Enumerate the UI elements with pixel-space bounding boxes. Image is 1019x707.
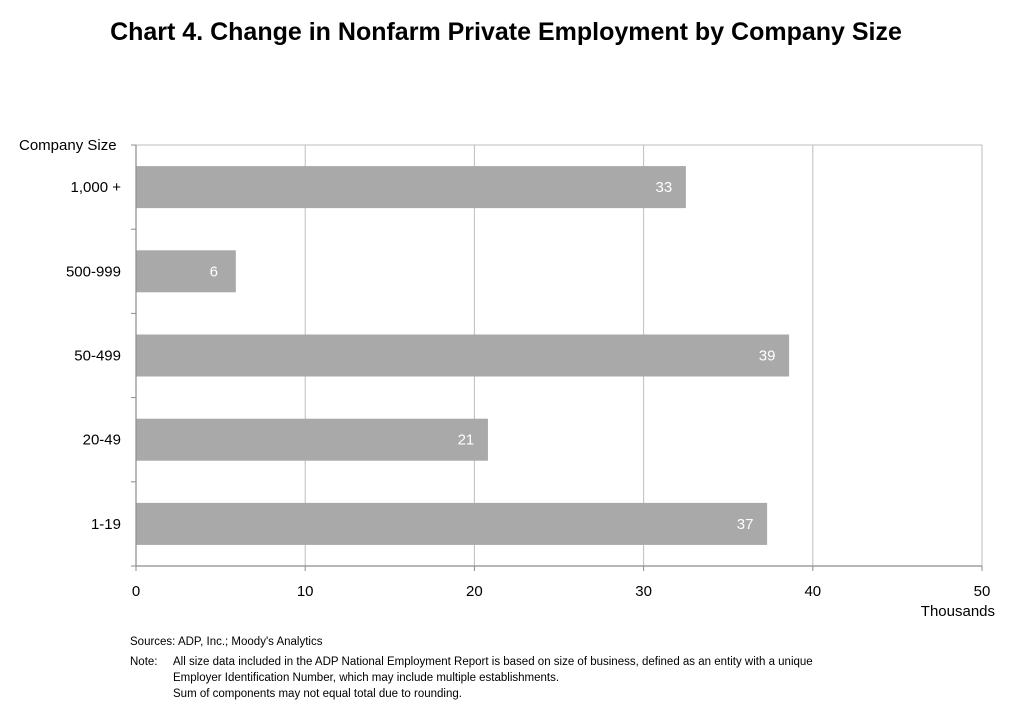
data-label: 21: [458, 432, 475, 449]
data-label: 6: [210, 263, 218, 280]
x-tick-label: 20: [466, 583, 483, 600]
chart-notes: Sources: ADP, Inc.; Moody's Analytics No…: [130, 634, 813, 702]
chart-title: Chart 4. Change in Nonfarm Private Emplo…: [110, 18, 902, 46]
bar: [136, 166, 686, 209]
x-axis-title: Thousands: [921, 603, 995, 620]
data-label: 39: [759, 348, 776, 365]
x-tick-label: 0: [132, 583, 140, 600]
axes: [131, 144, 983, 571]
bar: [136, 502, 768, 545]
category-label: 1,000 +: [71, 179, 122, 196]
bars: [136, 166, 790, 545]
category-label: 50-499: [74, 348, 121, 365]
note-line: Sum of components may not equal total du…: [173, 688, 462, 700]
x-tick-label: 40: [804, 583, 821, 600]
sources-text: Sources: ADP, Inc.; Moody's Analytics: [130, 636, 323, 648]
x-tick-label: 30: [635, 583, 652, 600]
bar: [136, 334, 790, 377]
y-axis-title: Company Size: [19, 137, 117, 154]
category-label: 1-19: [91, 516, 121, 533]
bar: [136, 250, 236, 293]
note-body: All size data included in the ADP Nation…: [173, 654, 813, 702]
note-row: Note: All size data included in the ADP …: [130, 654, 813, 702]
note-label: Note:: [130, 656, 158, 668]
data-label: 33: [656, 179, 673, 196]
bar: [136, 418, 488, 461]
note-line: Employer Identification Number, which ma…: [173, 672, 560, 684]
category-label: 500-999: [66, 263, 121, 280]
x-tick-label: 50: [974, 583, 991, 600]
category-label: 20-49: [83, 432, 121, 449]
data-label: 37: [737, 516, 754, 533]
x-tick-label: 10: [297, 583, 314, 600]
note-line: All size data included in the ADP Nation…: [173, 656, 813, 668]
labels: 0 10 20 30 40 50 1,000 + 33 500-999 6 50-499 39 20-4…: [19, 137, 995, 620]
